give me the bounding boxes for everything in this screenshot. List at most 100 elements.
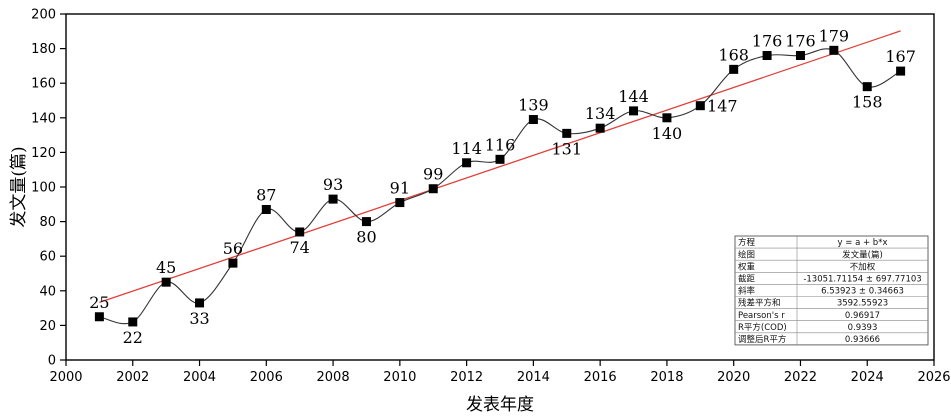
y-tick-label: 160 (31, 77, 56, 92)
data-point-marker (128, 317, 138, 327)
data-label: 22 (123, 328, 143, 347)
stats-row-label: 调整后R平方 (738, 334, 786, 345)
data-point-marker (795, 51, 805, 61)
x-tick-label: 2006 (250, 370, 283, 385)
series-layer (94, 45, 906, 327)
stats-row-label: 截距 (738, 274, 756, 285)
y-tick-label: 180 (31, 42, 56, 57)
stats-row-value: 6.53923 ± 0.34663 (821, 287, 904, 297)
stats-row-value: 0.9393 (848, 323, 878, 333)
x-tick-label: 2014 (517, 370, 550, 385)
data-label: 144 (618, 87, 649, 106)
stats-table-frame (734, 235, 929, 346)
data-label: 74 (290, 238, 310, 257)
linear-fit-line (99, 30, 901, 304)
stats-row-value: 0.96917 (845, 311, 880, 321)
y-tick-label: 60 (39, 250, 56, 265)
data-point-marker (395, 198, 405, 208)
stats-row-label: R平方(COD) (738, 322, 787, 333)
data-label: 93 (323, 175, 343, 194)
x-tick-label: 2000 (49, 370, 82, 385)
data-label-layer: 25 22 45 33 56 87 74 93 80 91 99 114 116 139 131134144… (89, 26, 916, 347)
data-point-marker (94, 312, 104, 322)
x-tick-label: 2012 (450, 370, 483, 385)
axes: 2000 2002 2004 2006 2008 2010 2012 2014 2016 2018… (9, 8, 951, 416)
data-point-marker (228, 258, 238, 268)
data-label: 114 (451, 139, 482, 158)
x-tick-label: 2026 (917, 370, 950, 385)
data-point-marker (161, 277, 171, 287)
data-label: 87 (256, 185, 276, 204)
y-tick-label: 20 (39, 319, 56, 334)
data-point-marker (695, 101, 705, 111)
data-label: 116 (485, 135, 516, 154)
x-tick-label: 2018 (650, 370, 683, 385)
data-point-marker (528, 115, 538, 125)
x-tick-label: 2020 (717, 370, 750, 385)
data-label: 131 (551, 139, 582, 158)
data-point-marker (762, 51, 772, 61)
x-tick-label: 2002 (116, 370, 149, 385)
data-label: 167 (885, 47, 916, 66)
stats-row-label: 绘图 (738, 249, 755, 260)
data-point-marker (328, 194, 338, 204)
data-label: 56 (223, 239, 243, 258)
data-point-marker (562, 128, 572, 138)
data-point-marker (896, 66, 906, 76)
data-label: 45 (156, 258, 176, 277)
y-axis-title: 发文量(篇) (9, 146, 29, 227)
y-tick-label: 140 (31, 111, 56, 126)
data-point-marker (595, 123, 605, 133)
stats-row-value: 3592.55923 (837, 299, 888, 309)
data-point-marker (428, 184, 438, 194)
data-point-marker (629, 106, 639, 116)
data-label: 33 (189, 309, 209, 328)
data-point-marker (361, 217, 371, 227)
data-point-marker (862, 82, 872, 92)
data-label-annotation: 147 (707, 97, 738, 116)
stats-row-label: 权重 (738, 261, 756, 272)
x-tick-label: 2016 (584, 370, 617, 385)
data-point-marker (729, 64, 739, 74)
data-label: 134 (585, 104, 616, 123)
data-label: 158 (852, 93, 883, 112)
stats-row-value: y = a + b*x (838, 238, 888, 248)
data-point-marker (495, 154, 505, 164)
data-label: 91 (390, 179, 410, 198)
data-label: 99 (423, 165, 443, 184)
y-tick-label: 80 (39, 215, 56, 230)
y-tick-label: 120 (31, 146, 56, 161)
data-point-marker (462, 158, 472, 168)
data-label: 179 (819, 26, 850, 45)
x-axis-title: 发表年度 (466, 395, 534, 415)
stats-row-label: 残差平方和 (738, 298, 781, 309)
stats-row-label: 方程 (738, 237, 756, 248)
stats-row-value: -13051.71154 ± 697.77103 (803, 275, 921, 285)
data-label: 80 (356, 228, 376, 247)
data-point-marker (829, 45, 839, 55)
data-point-marker (195, 298, 205, 308)
y-tick-label: 100 (31, 181, 56, 196)
data-label: 176 (752, 32, 783, 51)
x-tick-label: 2024 (851, 370, 884, 385)
x-tick-label: 2010 (383, 370, 416, 385)
stats-row-label: 斜率 (738, 286, 756, 297)
y-tick-label: 0 (48, 354, 56, 369)
data-label: 139 (518, 96, 549, 115)
data-label: 168 (718, 45, 749, 64)
data-label: 25 (89, 293, 109, 312)
stats-row-value: 不加权 (850, 261, 876, 272)
stats-row-label: Pearson's r (738, 311, 785, 321)
data-point-marker (261, 204, 271, 214)
data-label: 140 (652, 124, 683, 143)
y-tick-label: 40 (39, 284, 56, 299)
y-tick-label: 200 (31, 8, 56, 23)
stats-row-value: 0.93666 (845, 335, 880, 345)
x-tick-label: 2008 (317, 370, 350, 385)
data-label: 176 (785, 32, 816, 51)
x-tick-label: 2004 (183, 370, 216, 385)
data-point-marker (295, 227, 305, 237)
stats-row-value: 发文量(篇) (842, 249, 883, 260)
